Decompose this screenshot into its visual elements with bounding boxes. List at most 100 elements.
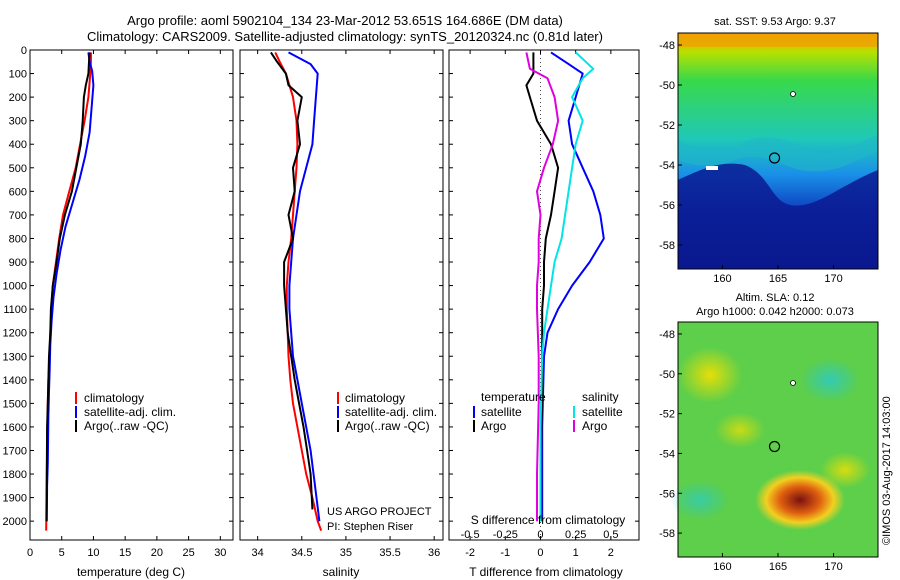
- map-y-tick-label: -58: [659, 240, 675, 252]
- t-satellite-diff-line: [541, 51, 605, 522]
- sst-map-title: sat. SST: 9.53 Argo: 9.37: [714, 16, 836, 28]
- depth-tick-label: 100: [9, 69, 27, 81]
- salinity-legend: climatology satellite-adj. clim. Argo(..…: [337, 391, 437, 433]
- legend-title-temperature: temperature: [481, 390, 546, 404]
- depth-tick-label: 1000: [3, 281, 27, 293]
- island-marker: [706, 166, 718, 170]
- x-tick-label: 35: [340, 547, 352, 559]
- legend-label-satellite: satellite-adj. clim.: [345, 405, 437, 419]
- x-tick-label: 20: [151, 547, 163, 559]
- sst-map-axes: 160 165 170 -48 -50 -52 -54 -56 -58: [659, 40, 843, 285]
- x-tick-label: 2: [608, 547, 614, 559]
- map-x-tick-label: 160: [713, 561, 731, 573]
- map-y-tick-label: -58: [659, 528, 675, 540]
- map-y-tick-label: -54: [659, 160, 675, 172]
- map-x-tick-label: 165: [769, 273, 787, 285]
- salinity-profiles: [270, 51, 323, 531]
- s-satellite-diff-line: [539, 51, 595, 522]
- sla-anomaly: [670, 480, 730, 520]
- temperature-x-label: temperature (deg C): [77, 565, 185, 579]
- legend-label-climatology: climatology: [84, 391, 144, 405]
- t-difference-x-axis: -2 -1 0 1 2: [465, 50, 614, 559]
- header-line1: Argo profile: aoml 5902104_134 23-Mar-20…: [127, 13, 563, 28]
- t-difference-label: T difference from climatology: [469, 565, 623, 579]
- sla-map-subtitle: Argo h1000: 0.042 h2000: 0.073: [696, 306, 854, 318]
- depth-tick-label: 1300: [3, 351, 27, 363]
- depth-tick-label: 1600: [3, 422, 27, 434]
- x-tick-label: 35.5: [379, 547, 400, 559]
- depth-tick-label: 1900: [3, 493, 27, 505]
- x-tick-label: 5: [59, 547, 65, 559]
- argo-position-marker: [768, 440, 781, 453]
- map-x-tick-label: 170: [824, 273, 842, 285]
- pi-name: PI: Stephen Riser: [327, 521, 414, 533]
- map-y-tick-label: -52: [659, 409, 675, 421]
- x-tick-label: 0: [27, 547, 33, 559]
- x-tick-label: 0: [537, 547, 543, 559]
- depth-tick-label: 1700: [3, 445, 27, 457]
- depth-tick-label: 700: [9, 210, 27, 222]
- depth-tick-label: 200: [9, 92, 27, 104]
- temperature-panel: 0100200300400500600700800900100011001200…: [3, 45, 234, 579]
- argo-position-marker: [768, 152, 781, 164]
- salinity-depth-ticks: [240, 49, 443, 522]
- salinity-x-axis: 34 34.5 35 35.5 36: [252, 50, 440, 559]
- salinity-x-label: salinity: [323, 565, 360, 579]
- map-x-tick-label: 170: [824, 561, 842, 573]
- top-tick-label: -0.25: [493, 529, 518, 541]
- temperature-plot-frame: [29, 49, 234, 541]
- depth-tick-label: 1200: [3, 328, 27, 340]
- depth-tick-label: 900: [9, 257, 27, 269]
- x-tick-label: -2: [465, 547, 475, 559]
- map-y-tick-label: -48: [659, 329, 675, 341]
- header-line2: Climatology: CARS2009. Satellite-adjuste…: [87, 29, 603, 44]
- argo-line: [270, 51, 314, 510]
- sla-map-axes: 160 165 170 -48 -50 -52 -54 -56 -58: [659, 329, 843, 573]
- legend-label-t-satellite: satellite: [481, 405, 522, 419]
- difference-depth-ticks: [449, 49, 639, 522]
- difference-panel: -2 -1 0 1 2 -0.5 -0.25 0 0.25 0.5 temperature sa…: [448, 49, 640, 579]
- s-difference-label: S difference from climatology: [471, 513, 626, 527]
- difference-legend: temperature satellite Argo salinity sate…: [473, 390, 623, 433]
- legend-label-s-satellite: satellite: [582, 405, 623, 419]
- imos-stamp: ©IMOS 03-Aug-2017 14:03:00: [881, 396, 893, 545]
- x-tick-label: 30: [214, 547, 226, 559]
- map-y-tick-label: -50: [659, 369, 675, 381]
- satellite-clim-line: [288, 51, 321, 522]
- climatology-line: [274, 51, 323, 531]
- depth-axis: 0 100 200 300 400 500 600 700 800 900 1000 1100 1200…: [3, 45, 233, 528]
- map-y-tick-label: -50: [659, 80, 675, 92]
- cold-water-region: [678, 163, 878, 269]
- depth-tick-label: 1100: [3, 304, 27, 316]
- satellite-clim-line: [45, 52, 95, 522]
- depth-tick-label: 1400: [3, 375, 27, 387]
- x-tick-label: 25: [182, 547, 194, 559]
- front-region: [678, 135, 878, 172]
- sla-map: Altim. SLA: 0.12 Argo h1000: 0.042 h2000…: [659, 292, 879, 573]
- legend-label-climatology: climatology: [345, 391, 405, 405]
- map-y-tick-label: -52: [659, 120, 675, 132]
- depth-tick-label: 2000: [3, 516, 27, 528]
- legend-label-argo: Argo(..raw -QC): [84, 419, 169, 433]
- top-tick-label: 0.25: [565, 529, 586, 541]
- sla-anomaly: [678, 347, 742, 403]
- salinity-panel: 34 34.5 35 35.5 36 climatology satellite-adj…: [239, 49, 444, 579]
- sla-map-title: Altim. SLA: 0.12: [736, 292, 815, 304]
- island-marker: [790, 91, 796, 97]
- temperature-profiles: [45, 52, 95, 531]
- legend-label-t-argo: Argo: [481, 419, 507, 433]
- sla-anomaly: [820, 452, 870, 488]
- project-name: US ARGO PROJECT: [327, 506, 432, 518]
- island-marker: [790, 380, 796, 386]
- legend-label-argo: Argo(..raw -QC): [345, 419, 430, 433]
- difference-profiles: [525, 51, 605, 522]
- sla-anomaly: [800, 358, 860, 402]
- x-tick-label: 1: [573, 547, 579, 559]
- legend-title-salinity: salinity: [582, 390, 619, 404]
- top-tick-label: 0: [537, 529, 543, 541]
- depth-tick-label: 400: [9, 139, 27, 151]
- map-x-tick-label: 165: [769, 561, 787, 573]
- temperature-legend: climatology satellite-adj. clim. Argo(..…: [75, 391, 176, 433]
- depth-tick-label: 1800: [3, 469, 27, 481]
